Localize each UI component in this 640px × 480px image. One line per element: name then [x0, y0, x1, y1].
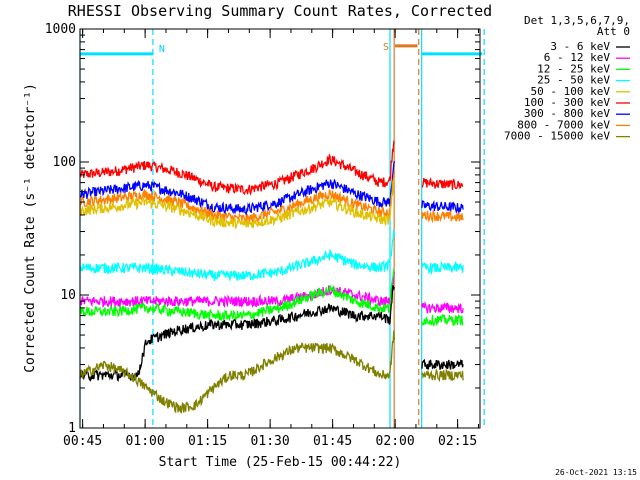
series-line [79, 330, 464, 414]
series-line [79, 271, 464, 315]
legend-entry-label: 300 - 800 keV [524, 107, 610, 120]
x-tick-label: 01:45 [313, 434, 352, 449]
legend-entry-label: 6 - 12 keV [544, 51, 611, 64]
saa-label: S [383, 42, 389, 53]
axes-layer: 1 10 100 1000 00:45 01:00 01:15 01:30 01:45 02:00… [45, 22, 480, 449]
y-tick-label: 1000 [45, 22, 76, 37]
series-line [79, 161, 464, 217]
x-tick-label: 01:15 [188, 434, 227, 449]
legend-entry-label: 7000 - 15000 keV [504, 130, 610, 143]
legend-entry-label: 12 - 25 keV [537, 62, 610, 75]
x-tick-label: 00:45 [63, 434, 102, 449]
x-tick-label: 02:15 [438, 434, 477, 449]
legend-entry-label: 25 - 50 keV [537, 74, 610, 87]
legend-entry-label: 50 - 100 keV [531, 85, 611, 98]
x-tick-label: 01:00 [126, 434, 165, 449]
x-axis-label: Start Time (25-Feb-15 00:44:22) [159, 455, 402, 470]
series-line [79, 177, 395, 229]
x-tick-label: 01:30 [251, 434, 290, 449]
series-layer [79, 140, 464, 414]
y-axis-label: Corrected Count Rate (s⁻¹ detector⁻¹) [23, 83, 38, 373]
y-tick-label: 100 [53, 155, 76, 170]
timestamp: 26-Oct-2021 13:15 [555, 468, 637, 477]
chart-title: RHESSI Observing Summary Count Rates, Co… [68, 2, 492, 20]
y-tick-label: 10 [60, 288, 76, 303]
night-label: N [159, 44, 165, 55]
legend-entry-label: 100 - 300 keV [524, 96, 610, 109]
y-tick-label: 1 [68, 421, 76, 436]
series-line [79, 268, 464, 327]
series-line [79, 229, 464, 282]
legend-entry-label: 800 - 7000 keV [517, 118, 610, 131]
legend-header: Det 1,3,5,6,7,9, [524, 14, 630, 27]
legend-entry-label: 3 - 6 keV [550, 40, 610, 53]
x-tick-label: 02:00 [376, 434, 415, 449]
series-line [79, 140, 464, 196]
legend-header: Att 0 [597, 25, 630, 38]
plot-frame [79, 28, 481, 429]
series-line [79, 170, 464, 226]
